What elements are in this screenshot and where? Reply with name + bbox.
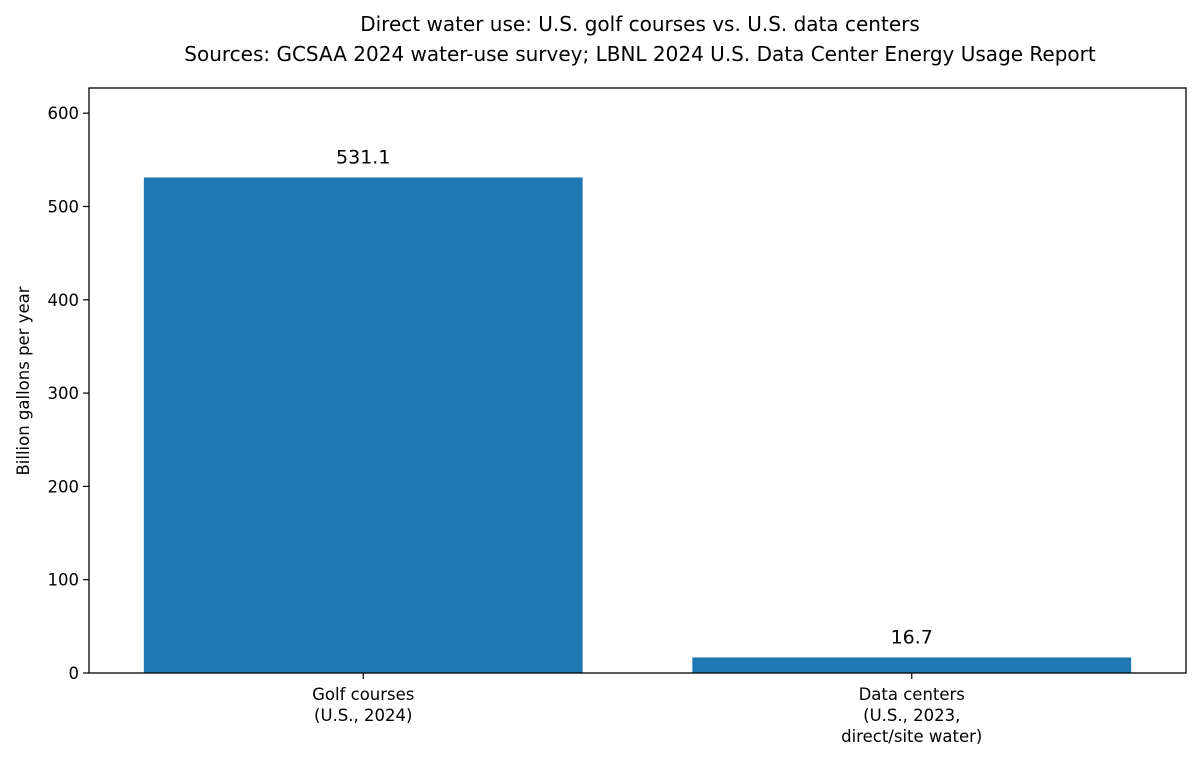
bar-value-label-0: 531.1 xyxy=(336,146,390,168)
x-tick-label-1-1: (U.S., 2023, xyxy=(863,706,960,725)
y-axis: 0 100 200 300 400 500 600 xyxy=(48,104,89,683)
bar-1 xyxy=(692,657,1132,673)
bar-value-label-1: 16.7 xyxy=(891,626,933,648)
y-tick-label-1: 100 xyxy=(48,571,80,590)
y-tick-label-5: 500 xyxy=(48,197,80,216)
y-tick-label-4: 400 xyxy=(48,291,80,310)
x-tick-label-0-1: (U.S., 2024) xyxy=(314,706,412,725)
plot-frame xyxy=(88,87,1187,674)
bars-layer xyxy=(143,177,1132,673)
y-tick-label-0: 0 xyxy=(69,664,80,683)
y-tick-label-3: 300 xyxy=(48,384,80,403)
value-labels: 531.1 16.7 xyxy=(336,146,933,648)
x-tick-label-1-2: direct/site water) xyxy=(841,727,982,746)
x-tick-label-0-0: Golf courses xyxy=(312,685,414,704)
y-axis-label: Billion gallons per year xyxy=(14,286,33,475)
x-axis: Golf courses (U.S., 2024) Data centers (U.S… xyxy=(312,673,982,746)
y-tick-label-2: 200 xyxy=(48,477,80,496)
x-tick-label-1-0: Data centers xyxy=(859,685,965,704)
y-tick-label-6: 600 xyxy=(48,104,80,123)
bar-0 xyxy=(143,177,583,673)
chart-title: Direct water use: U.S. golf courses vs. … xyxy=(360,12,920,36)
chart-subtitle: Sources: GCSAA 2024 water-use survey; LB… xyxy=(184,42,1096,66)
